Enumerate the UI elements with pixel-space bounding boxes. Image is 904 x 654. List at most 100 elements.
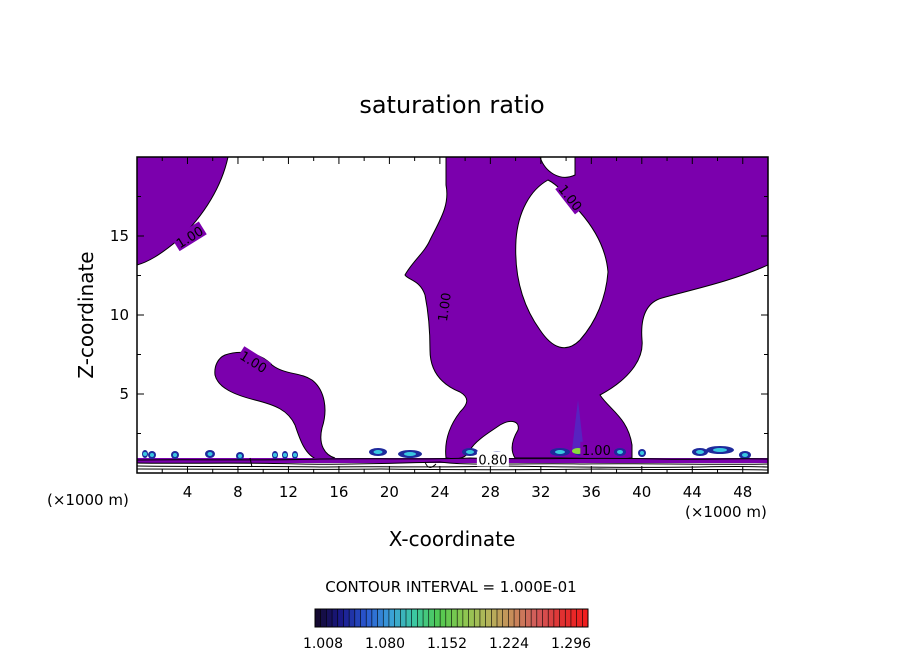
contour-label-bg: [236, 346, 272, 376]
colorbar-cell: [315, 609, 322, 627]
colorbar-cell: [553, 609, 561, 627]
cloud-blob-core: [173, 453, 177, 457]
dry-pocket-central: [515, 179, 609, 349]
x-axis-label: X-coordinate: [389, 527, 516, 551]
colorbar-cell: [349, 609, 356, 627]
colorbar-cell: [457, 609, 464, 627]
x-unit-right: (×1000 m): [685, 503, 767, 521]
x-tick-label: 28: [481, 483, 500, 501]
cloud-blob-core: [617, 450, 623, 454]
contour-label-bg: [433, 290, 454, 324]
colorbar-cell: [462, 609, 470, 627]
y-axis-label: Z-coordinate: [74, 251, 98, 378]
x-tick-label: 40: [632, 483, 651, 501]
colorbar-cell: [440, 609, 447, 627]
x-tick-label: 16: [329, 483, 348, 501]
colorbar-cell: [371, 609, 379, 627]
colorbar-label: 1.296: [551, 636, 591, 652]
colorbar-cell: [343, 609, 350, 627]
y-tick-label: 15: [110, 227, 129, 245]
colorbar-cell: [400, 609, 407, 627]
x-tick-label: 48: [733, 483, 752, 501]
x-tick-label: 12: [279, 483, 298, 501]
colorbar-cell: [479, 609, 487, 627]
colorbar-cell: [474, 609, 481, 627]
cloud-blob-core: [293, 453, 297, 457]
colorbar-cell: [354, 609, 361, 627]
colorbar-cell: [548, 609, 555, 627]
cloud-blob-core: [713, 448, 727, 452]
colorbar-cell: [337, 609, 344, 627]
cloud-blob-core: [742, 453, 748, 457]
colorbar-cell: [377, 609, 384, 627]
cloud-blob-core: [150, 453, 154, 457]
colorbar-cell: [411, 609, 418, 627]
cloud-blob-core: [404, 452, 416, 456]
colorbar-cell: [565, 609, 572, 627]
colorbar-cell: [388, 609, 396, 627]
colorbar-cell: [366, 609, 373, 627]
colorbar-cell: [508, 609, 515, 627]
colorbar-cell: [519, 609, 526, 627]
colorbar-cell: [406, 609, 413, 627]
colorbar-cell: [525, 609, 532, 627]
colorbar-cell: [394, 609, 401, 627]
cloud-blob-core: [143, 452, 147, 456]
colorbar-labels: 1.008 1.080 1.152 1.224 1.296: [303, 636, 591, 652]
cloud-blob-core: [555, 450, 565, 454]
colorbar-cell: [468, 609, 475, 627]
colorbar-cell: [531, 609, 538, 627]
cloud-blob-core: [238, 454, 242, 458]
colorbar-frame: [314, 608, 589, 628]
cloud-blob-core: [283, 453, 287, 457]
colorbar-cell: [536, 609, 543, 627]
colorbar-label: 1.224: [489, 636, 529, 652]
colorbar-cell: [332, 609, 339, 627]
colorbar-label: 1.152: [427, 636, 467, 652]
colorbar-cell: [502, 609, 509, 627]
colorbar: [314, 608, 589, 628]
cloud-blob-core: [207, 452, 213, 456]
cloud-blob-core: [466, 450, 474, 454]
chart-title: saturation ratio: [359, 91, 544, 119]
contour-label-bg: [555, 179, 587, 215]
colorbar-cell: [497, 609, 504, 627]
contour-label: 0.80: [478, 453, 507, 468]
contour-label: 1.00: [436, 292, 455, 323]
x-unit-left: (×1000 m): [47, 491, 129, 509]
moist-region-mid-left: [214, 352, 336, 461]
colorbar-cell: [445, 609, 452, 627]
colorbar-cell: [491, 609, 498, 627]
contour-labels: 1.001.001.001.000.801.00: [171, 179, 613, 468]
x-tick-label: 36: [582, 483, 601, 501]
colorbar-cell: [383, 609, 390, 627]
colorbar-cell: [576, 609, 583, 627]
colorbar-cell: [326, 609, 333, 627]
x-tick-label: 24: [430, 483, 449, 501]
colorbar-cell: [417, 609, 424, 627]
colorbar-label: 1.080: [365, 636, 405, 652]
cloud-blob-core: [640, 451, 644, 455]
x-tick-label: 44: [683, 483, 702, 501]
y-tick-label: 10: [110, 306, 129, 324]
contour-label-bg: [171, 221, 207, 252]
x-tick-label: 8: [233, 483, 243, 501]
cloud-blob-core: [273, 453, 277, 457]
colorbar-cell: [559, 609, 566, 627]
colorbar-cell: [360, 609, 367, 627]
colorbar-cell: [320, 609, 327, 627]
colorbar-cell: [451, 609, 458, 627]
y-tick-label: 5: [119, 385, 129, 403]
contour-label-bg: [476, 451, 509, 467]
updraft-streak: [572, 400, 584, 452]
x-tick-label: 4: [183, 483, 193, 501]
x-tick-label: 32: [531, 483, 550, 501]
contour-interval-label: CONTOUR INTERVAL = 1.000E-01: [325, 578, 576, 596]
colorbar-cell: [434, 609, 441, 627]
colorbar-cell: [428, 609, 435, 627]
colorbar-cell: [485, 609, 492, 627]
contour-label: 1.00: [582, 444, 611, 459]
x-tick-label: 20: [380, 483, 399, 501]
